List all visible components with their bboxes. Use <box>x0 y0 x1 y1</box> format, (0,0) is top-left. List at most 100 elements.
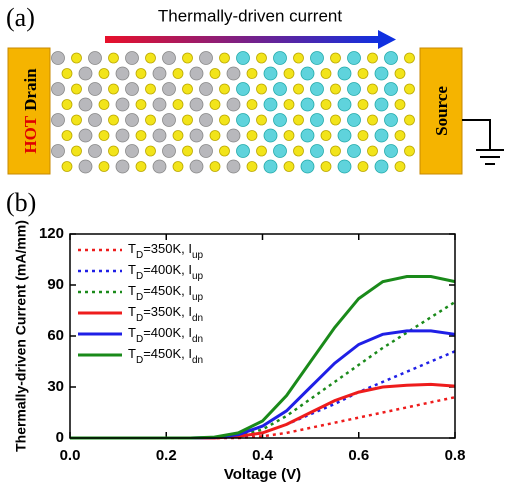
y-tick-label: 60 <box>47 327 64 344</box>
atom <box>199 144 213 158</box>
y-tick-label: 90 <box>47 276 64 293</box>
atom <box>273 82 287 96</box>
atom <box>374 97 389 112</box>
atom <box>236 144 250 158</box>
legend-label: TD=400K, Iup <box>128 262 204 282</box>
atom <box>310 113 324 127</box>
atom <box>78 128 93 143</box>
data-line <box>70 300 456 440</box>
atom <box>293 83 304 95</box>
atom <box>367 145 378 157</box>
atom <box>152 128 167 143</box>
atom <box>219 52 230 64</box>
atom <box>189 66 204 81</box>
atom <box>384 144 398 158</box>
atom <box>209 130 221 141</box>
atom <box>135 68 147 79</box>
atom <box>162 113 176 127</box>
atom <box>256 52 267 64</box>
atom <box>51 144 65 158</box>
atom <box>51 51 65 65</box>
x-tick-label: 0.8 <box>445 447 466 464</box>
atom <box>293 145 304 157</box>
atom <box>219 114 230 126</box>
atom <box>300 97 315 112</box>
atom <box>182 83 193 95</box>
atom <box>162 144 176 158</box>
atom <box>320 130 332 141</box>
atom <box>273 113 287 127</box>
atom <box>162 51 176 65</box>
atom <box>71 114 82 126</box>
atom <box>357 99 369 110</box>
legend-label: TD=400K, Idn <box>128 325 203 345</box>
atom <box>384 51 398 65</box>
legend-label: TD=450K, Iup <box>128 283 204 303</box>
atom <box>61 161 73 172</box>
data-line <box>70 382 456 440</box>
atom <box>404 83 415 95</box>
atom <box>172 68 184 79</box>
atom <box>88 82 102 96</box>
atom <box>256 83 267 95</box>
atom <box>374 66 389 81</box>
atom <box>357 68 369 79</box>
atom <box>182 114 193 126</box>
plot-frame <box>69 233 456 439</box>
atom <box>108 52 119 64</box>
x-tick-label: 0.4 <box>252 447 274 464</box>
atom <box>71 83 82 95</box>
atom <box>152 66 167 81</box>
atom <box>125 113 139 127</box>
atom <box>61 99 73 110</box>
atom <box>263 66 278 81</box>
atom <box>273 144 287 158</box>
legend-label: TD=350K, Idn <box>128 304 203 324</box>
atom <box>219 145 230 157</box>
atom <box>219 83 230 95</box>
atom <box>404 114 415 126</box>
y-axis-label: Thermally-driven Current (mA/mm) <box>13 220 29 452</box>
chart: 0.0 0.2 0.4 0.6 0.8 0 30 60 90 120 Voltage (V) Ther… <box>13 220 466 483</box>
atom <box>135 130 147 141</box>
arrow-shaft <box>105 36 380 43</box>
atom <box>283 161 295 172</box>
atom <box>108 145 119 157</box>
atom <box>115 159 130 174</box>
atom <box>78 159 93 174</box>
atom <box>125 144 139 158</box>
y-tick-label: 120 <box>39 225 64 242</box>
atom <box>337 128 352 143</box>
atom <box>310 51 324 65</box>
atom <box>152 159 167 174</box>
atom <box>115 97 130 112</box>
y-tick-label: 0 <box>56 429 64 446</box>
atom <box>135 99 147 110</box>
atom <box>182 145 193 157</box>
source-label: Source <box>432 86 451 136</box>
atom <box>115 66 130 81</box>
drain-label: HOT Drain <box>21 68 40 154</box>
atom <box>226 66 241 81</box>
legend-label: TD=450K, Idn <box>128 346 203 366</box>
atom <box>145 52 156 64</box>
atom <box>394 130 406 141</box>
hot-label: HOT <box>21 115 40 153</box>
legend-label: TD=350K, Iup <box>128 241 204 261</box>
atom <box>404 52 415 64</box>
atom <box>330 52 341 64</box>
atom <box>374 159 389 174</box>
atom <box>172 130 184 141</box>
atom <box>209 161 221 172</box>
atom <box>98 161 110 172</box>
atom <box>347 82 361 96</box>
atom <box>374 128 389 143</box>
atom <box>283 99 295 110</box>
atom <box>246 68 258 79</box>
atom <box>283 130 295 141</box>
source-electrode <box>419 47 463 175</box>
atom <box>347 113 361 127</box>
atom <box>256 114 267 126</box>
atom <box>320 161 332 172</box>
arrow-head <box>378 30 396 49</box>
